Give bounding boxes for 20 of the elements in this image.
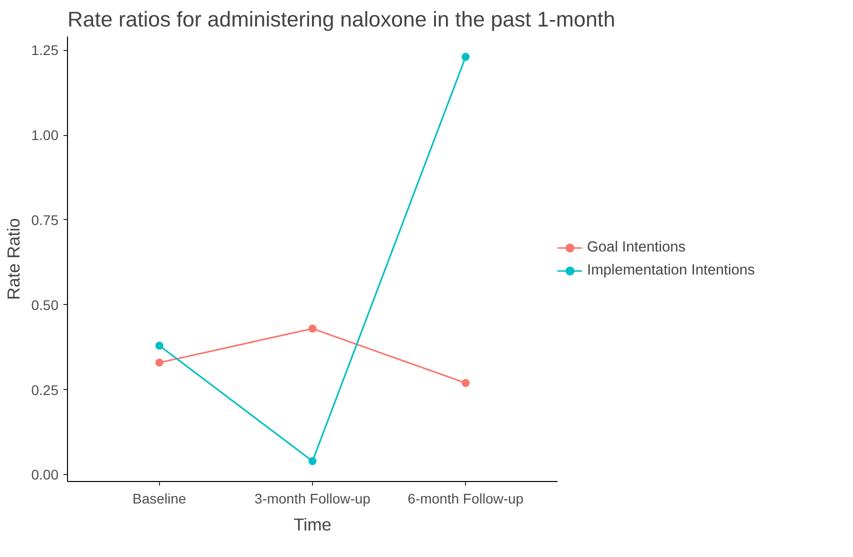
point [155,358,164,367]
legend-label: Goal Intentions [587,239,686,255]
chart-title: Rate ratios for administering naloxone in the past 1-month [68,8,616,32]
y-tick-label: 0.75 [31,212,59,228]
y-tick-label: 0.00 [31,466,59,483]
point [155,342,164,350]
y-tick-label: 1.25 [31,42,59,58]
y-tick-label: 0.25 [31,382,59,398]
y-tick-label: 1.00 [31,127,59,144]
x-tick-label: 6-month Follow-up [408,490,524,506]
point [462,52,470,61]
x-tick-label: Baseline [132,490,186,506]
point [308,324,316,333]
point [308,457,316,466]
y-tick-label: 0.50 [31,296,59,313]
legend-label: Implementation Intentions [587,262,755,278]
x-axis-title: Time [294,514,332,534]
point [462,378,470,387]
x-tick-label: 3-month Follow-up [254,490,371,506]
y-axis-title: Rate Ratio [3,218,24,300]
